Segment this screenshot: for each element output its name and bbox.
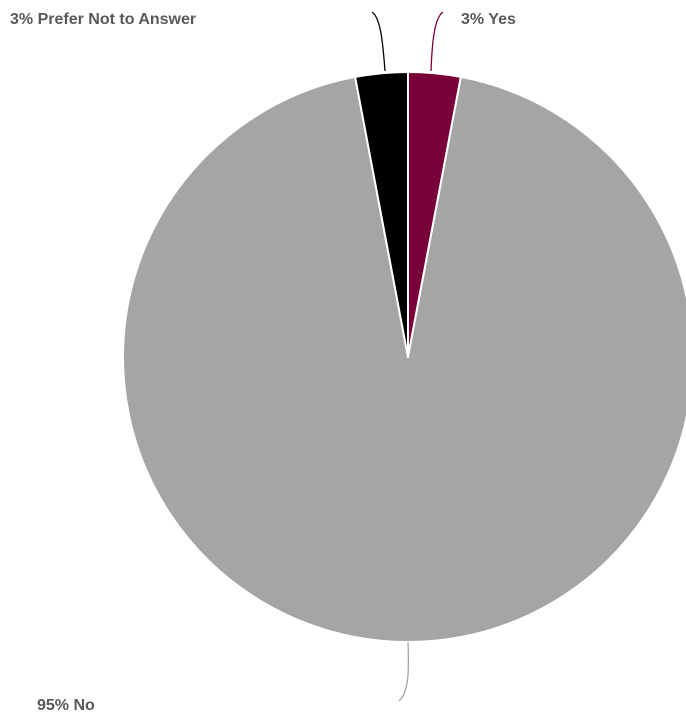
slice-label-yes: 3% Yes xyxy=(461,11,516,28)
leader-line-prefer-not xyxy=(371,11,386,72)
leader-line-no xyxy=(398,641,410,702)
pie-slices xyxy=(122,71,686,644)
leader-line-yes xyxy=(430,11,444,72)
pie-slice-prefer-not xyxy=(354,71,409,358)
slice-label-no: 95% No xyxy=(37,697,95,714)
leader-lines xyxy=(371,11,444,702)
slice-label-prefer-not: 3% Prefer Not to Answer xyxy=(10,11,196,28)
